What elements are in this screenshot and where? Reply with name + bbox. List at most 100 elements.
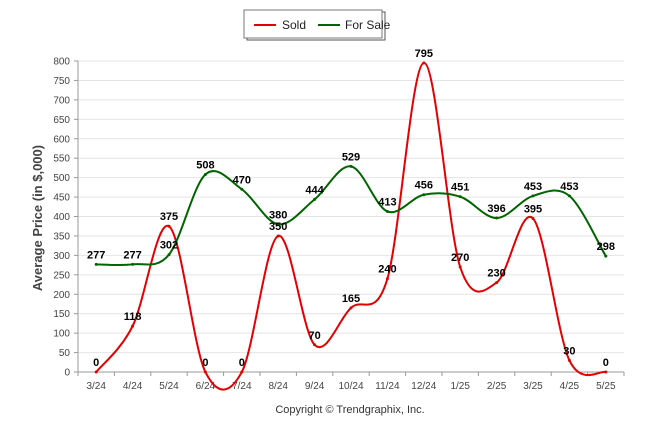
y-tick-label: 50 (59, 348, 71, 359)
data-point-sold (240, 370, 244, 374)
y-tick-label: 800 (53, 57, 70, 68)
x-tick-label: 8/24 (268, 381, 288, 392)
data-label-sold: 230 (487, 268, 505, 280)
y-tick-label: 400 (53, 212, 70, 223)
x-tick-label: 3/24 (86, 381, 106, 392)
data-point-sold (422, 61, 426, 65)
x-tick-label: 5/24 (159, 381, 179, 392)
x-tick-label: 6/24 (196, 381, 216, 392)
data-labels: 0 118 375 0 0 350 70 165 240 795 270 230 395 30 0 277 27… (87, 48, 615, 369)
data-label-for-sale: 413 (378, 196, 396, 208)
data-point-sold (131, 324, 135, 328)
x-tick-label: 11/24 (375, 381, 400, 392)
x-tick-label: 4/24 (123, 381, 143, 392)
data-point-sold (458, 265, 462, 269)
data-label-for-sale: 444 (305, 184, 324, 196)
y-tick-label: 250 (53, 270, 70, 281)
x-tick-label: 2/25 (487, 381, 507, 392)
data-point-sold (385, 277, 389, 281)
data-label-for-sale: 456 (415, 180, 433, 192)
data-label-for-sale: 453 (560, 181, 578, 193)
data-label-for-sale: 453 (524, 181, 542, 193)
y-tick-label: 150 (53, 309, 70, 320)
data-label-for-sale: 277 (87, 249, 105, 261)
data-label-sold: 118 (124, 311, 142, 323)
data-point-sold (203, 370, 207, 374)
y-tick-label: 550 (53, 154, 70, 165)
data-label-sold: 395 (524, 203, 542, 215)
data-label-for-sale: 529 (342, 151, 360, 163)
data-point-sold (567, 358, 571, 362)
x-tick-label: 7/24 (232, 381, 252, 392)
data-label-for-sale: 396 (487, 203, 505, 215)
data-point-sold (313, 343, 317, 347)
data-label-for-sale: 451 (451, 182, 469, 194)
y-tick-label: 200 (53, 290, 70, 301)
legend-label-for-sale: For Sale (345, 18, 391, 32)
y-tick-label: 600 (53, 134, 70, 145)
data-point-for-sale (604, 254, 608, 258)
data-label-for-sale: 508 (196, 160, 214, 172)
data-label-sold: 270 (451, 252, 469, 264)
data-label-for-sale: 380 (269, 209, 287, 221)
data-label-sold: 795 (415, 48, 433, 60)
data-point-for-sale (567, 194, 571, 198)
y-tick-label: 650 (53, 115, 70, 126)
data-point-for-sale (422, 193, 426, 197)
x-tick-label: 3/25 (523, 381, 543, 392)
copyright-footer: Copyright © Trendgraphix, Inc. (275, 404, 424, 416)
data-point-sold (167, 224, 171, 228)
data-point-for-sale (531, 194, 535, 198)
y-axis-ticks: 0 50 100 150 200 250 300 350 400 450 500 550 600 650 7… (53, 57, 78, 379)
data-label-sold: 0 (202, 357, 208, 369)
data-point-for-sale (94, 262, 98, 266)
x-tick-label: 4/25 (560, 381, 580, 392)
data-label-for-sale: 277 (123, 249, 141, 261)
data-point-for-sale (458, 195, 462, 199)
x-tick-label: 10/24 (338, 381, 363, 392)
data-label-sold: 70 (308, 330, 320, 342)
data-point-for-sale (203, 173, 207, 177)
y-axis-label: Average Price (in $,000) (30, 145, 45, 291)
y-tick-label: 350 (53, 231, 70, 242)
legend-label-sold: Sold (282, 18, 306, 32)
data-label-sold: 240 (378, 264, 396, 276)
data-label-for-sale: 298 (597, 241, 615, 253)
data-point-for-sale (131, 262, 135, 266)
data-point-sold (531, 216, 535, 220)
data-label-for-sale: 470 (233, 174, 251, 186)
chart-series (94, 61, 608, 391)
data-point-for-sale (167, 253, 171, 257)
data-label-sold: 165 (342, 293, 360, 305)
data-point-for-sale (349, 164, 353, 168)
y-tick-label: 750 (53, 76, 70, 87)
y-tick-label: 100 (53, 329, 70, 340)
data-point-for-sale (276, 222, 280, 226)
data-label-sold: 0 (603, 357, 609, 369)
data-point-sold (349, 306, 353, 310)
x-tick-label: 5/25 (596, 381, 616, 392)
data-label-sold: 350 (269, 221, 287, 233)
data-point-for-sale (495, 216, 499, 220)
data-point-for-sale (240, 187, 244, 191)
y-tick-label: 450 (53, 193, 70, 204)
data-point-sold (276, 234, 280, 238)
x-axis-ticks: 3/24 4/24 5/24 6/24 7/24 8/24 9/24 10/24 11/24 12… (77, 372, 625, 392)
data-point-sold (495, 281, 499, 285)
data-point-sold (94, 370, 98, 374)
x-tick-label: 12/24 (411, 381, 436, 392)
y-tick-label: 0 (64, 368, 70, 379)
x-tick-label: 1/25 (450, 381, 470, 392)
y-tick-label: 500 (53, 173, 70, 184)
data-point-for-sale (313, 197, 317, 201)
x-tick-label: 9/24 (305, 381, 325, 392)
legend: Sold For Sale (243, 9, 391, 41)
y-tick-label: 300 (53, 251, 70, 262)
data-label-sold: 30 (563, 345, 575, 357)
y-tick-label: 700 (53, 95, 70, 106)
data-label-sold: 0 (239, 357, 245, 369)
series-line-sold (95, 61, 607, 391)
data-label-sold: 375 (160, 211, 178, 223)
data-point-for-sale (385, 209, 389, 213)
data-label-for-sale: 302 (160, 240, 178, 252)
